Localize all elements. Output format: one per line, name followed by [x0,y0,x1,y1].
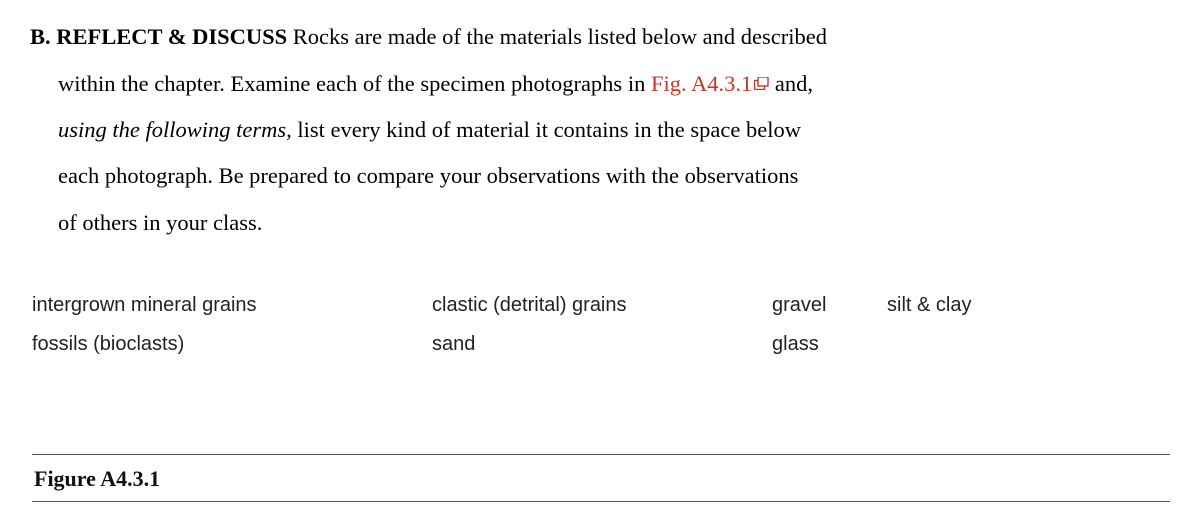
instruction-indent-block: within the chapter. Examine each of the … [30,60,1170,246]
instruction-text-4: each photograph. Be prepared to compare … [58,163,798,188]
term-sand: sand [432,325,772,364]
instruction-italic-phrase: using the following terms, [58,117,292,142]
terms-row-1: intergrown mineral grains clastic (detri… [32,286,1170,325]
figure-rule-bottom [32,501,1170,502]
term-glass: glass [772,325,887,364]
term-gravel: gravel [772,286,887,325]
term-clastic-detrital-grains: clastic (detrital) grains [432,286,772,325]
section-label: B. REFLECT & DISCUSS [30,24,287,49]
terms-list: intergrown mineral grains clastic (detri… [30,286,1170,364]
figure-reference-text: Fig. A4.3.1 [651,71,752,96]
instruction-text-2b: and, [769,71,813,96]
instructions-paragraph: B. REFLECT & DISCUSS Rocks are made of t… [30,14,1170,246]
page-content: B. REFLECT & DISCUSS Rocks are made of t… [0,0,1200,522]
instruction-text-3b: list every kind of material it contains … [292,117,801,142]
popout-icon [754,60,769,106]
figure-title: Figure A4.3.1 [32,455,1170,501]
figure-reference-link[interactable]: Fig. A4.3.1 [651,71,769,96]
term-silt-and-clay: silt & clay [887,286,971,325]
instruction-text-5: of others in your class. [58,210,262,235]
instruction-text-2a: within the chapter. Examine each of the … [58,71,651,96]
terms-row-2: fossils (bioclasts) sand glass [32,325,1170,364]
term-fossils-bioclasts: fossils (bioclasts) [32,325,432,364]
term-intergrown-mineral-grains: intergrown mineral grains [32,286,432,325]
figure-heading-block: Figure A4.3.1 [32,454,1170,502]
instruction-text-lead: Rocks are made of the materials listed b… [287,24,827,49]
